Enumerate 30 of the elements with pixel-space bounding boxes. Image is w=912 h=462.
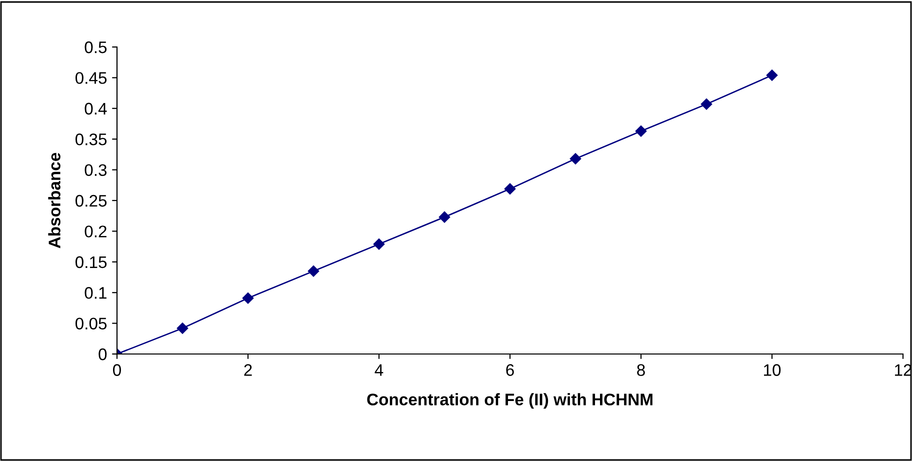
x-tick-label: 6 (506, 364, 514, 376)
point (242, 292, 254, 304)
point (700, 98, 712, 110)
y-tick-label: 0.05 (75, 318, 107, 330)
y-tick-label: 0.4 (84, 102, 107, 115)
x-axis-title: Concentration of Fe (II) with HCHNM (367, 393, 652, 409)
x-tick-label: 8 (637, 364, 645, 376)
x-tick-label: 12 (895, 364, 912, 376)
x-tick-label: 4 (374, 364, 384, 376)
y-tick-label: 0.1 (84, 287, 106, 299)
y-tick-label: 0.35 (75, 134, 107, 146)
y-tick-label: 0.15 (75, 256, 107, 268)
point (766, 70, 778, 81)
point (308, 266, 320, 277)
x-tick-label: 2 (244, 364, 252, 376)
y-tick-label: 0.5 (84, 41, 107, 54)
point (635, 126, 647, 137)
y-tick-label: 0.3 (84, 164, 107, 176)
point (570, 153, 582, 164)
point (438, 211, 450, 223)
x-tick-label: 10 (764, 364, 781, 376)
y-axis-title: Absorbance (48, 152, 60, 248)
x-tick-label: 0 (113, 364, 121, 376)
point (373, 238, 385, 250)
y-tick-label: 0.25 (75, 194, 107, 207)
point (504, 183, 516, 194)
y-tick-label: 0 (98, 348, 107, 360)
y-tick-label: 0.2 (84, 226, 106, 238)
point (176, 322, 188, 334)
y-tick-label: 0.45 (75, 72, 107, 84)
